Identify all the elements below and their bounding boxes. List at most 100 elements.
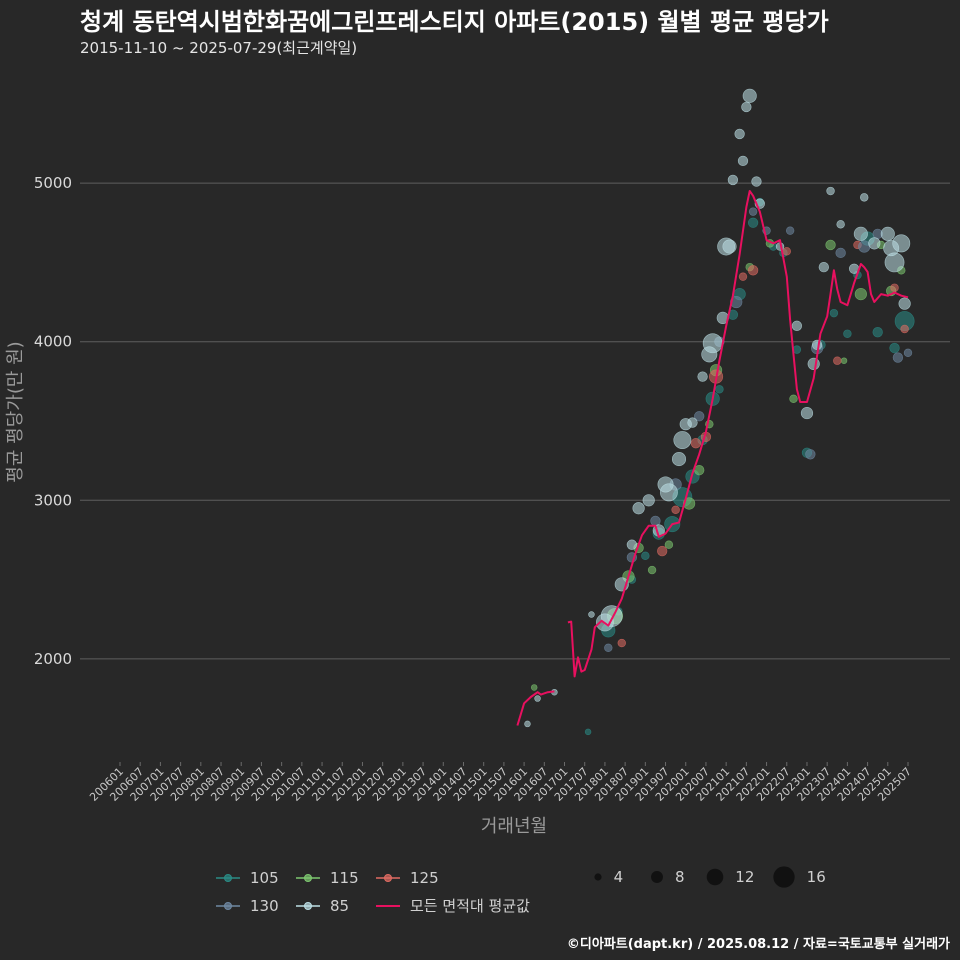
data-point bbox=[741, 101, 752, 113]
data-point bbox=[617, 638, 626, 648]
data-point bbox=[738, 272, 748, 281]
average-line-group bbox=[516, 190, 909, 726]
data-point bbox=[840, 357, 848, 364]
data-point bbox=[889, 342, 900, 354]
data-point bbox=[632, 502, 645, 515]
y-axis-title: 평균 평당가(만 원) bbox=[5, 341, 26, 482]
data-point bbox=[722, 239, 737, 254]
data-point bbox=[811, 339, 823, 351]
legend-swatch-point bbox=[304, 902, 312, 910]
data-point bbox=[782, 247, 791, 256]
data-point bbox=[524, 720, 531, 728]
size-legend-circle bbox=[651, 871, 663, 883]
data-point bbox=[836, 220, 845, 229]
legend-label: 모든 면적대 평균값 bbox=[410, 897, 530, 915]
average-line bbox=[567, 190, 909, 678]
data-point bbox=[747, 217, 759, 228]
data-point bbox=[673, 431, 692, 449]
data-point bbox=[694, 411, 705, 422]
legend-swatch-point bbox=[224, 902, 232, 910]
data-point bbox=[687, 417, 698, 428]
legend-label: 130 bbox=[250, 897, 279, 915]
caption: ©디아파트(dapt.kr) / 2025.08.12 / 자료=국토교통부 실… bbox=[567, 936, 950, 952]
data-point bbox=[805, 449, 816, 460]
data-point bbox=[791, 320, 803, 331]
data-point bbox=[642, 494, 655, 507]
data-point bbox=[664, 540, 674, 549]
data-point bbox=[657, 545, 668, 557]
legend-label: 125 bbox=[410, 869, 439, 887]
data-points bbox=[524, 88, 915, 736]
y-tick-label: 2000 bbox=[34, 650, 72, 668]
average-line bbox=[516, 690, 555, 726]
size-legend-circle bbox=[773, 866, 795, 888]
legend-swatch-point bbox=[384, 874, 392, 882]
data-point bbox=[892, 352, 904, 363]
data-point bbox=[751, 176, 762, 187]
data-point bbox=[900, 324, 909, 334]
data-point bbox=[818, 262, 829, 273]
data-point bbox=[884, 252, 905, 273]
data-point bbox=[641, 551, 650, 561]
legend-label: 115 bbox=[330, 869, 359, 887]
size-legend-circle bbox=[706, 868, 724, 886]
legend-label: 105 bbox=[250, 869, 279, 887]
data-point bbox=[690, 438, 701, 449]
chart-subtitle: 2015-11-10 ~ 2025-07-29(최근계약일) bbox=[80, 39, 357, 57]
data-point bbox=[785, 226, 795, 235]
y-tick-label: 3000 bbox=[34, 491, 72, 509]
data-point bbox=[903, 348, 913, 357]
size-legend-circle bbox=[594, 873, 602, 881]
data-point bbox=[730, 295, 743, 309]
data-point bbox=[860, 193, 869, 202]
data-point bbox=[534, 695, 541, 702]
data-point bbox=[584, 728, 592, 736]
data-point bbox=[734, 128, 745, 140]
data-point bbox=[747, 265, 759, 276]
x-axis-title: 거래년월 bbox=[481, 816, 547, 837]
data-point bbox=[702, 333, 723, 354]
data-point bbox=[872, 327, 883, 338]
legend-label: 85 bbox=[330, 897, 349, 915]
data-point bbox=[742, 88, 757, 103]
size-legend-label: 12 bbox=[735, 868, 754, 886]
data-point bbox=[715, 385, 724, 394]
data-point bbox=[647, 565, 657, 575]
legend-swatch-point bbox=[304, 874, 312, 882]
size-legend-label: 8 bbox=[675, 868, 685, 886]
data-point bbox=[697, 371, 708, 382]
legend-swatch-point bbox=[224, 874, 232, 882]
data-point bbox=[671, 452, 687, 467]
data-point bbox=[789, 394, 798, 403]
data-point bbox=[671, 505, 680, 515]
data-point bbox=[853, 226, 868, 241]
data-point bbox=[858, 240, 871, 253]
data-point bbox=[890, 283, 899, 292]
data-point bbox=[826, 186, 835, 196]
chart-title: 청계 동탄역시범한화꿈에그린프레스티지 아파트(2015) 월별 평균 평당가 bbox=[80, 8, 829, 36]
y-tick-label: 5000 bbox=[34, 174, 72, 192]
data-point bbox=[829, 308, 839, 318]
size-legend-label: 16 bbox=[807, 868, 826, 886]
size-legend-label: 4 bbox=[614, 868, 624, 886]
y-tick-label: 4000 bbox=[34, 333, 72, 351]
data-point bbox=[588, 611, 595, 618]
data-point bbox=[835, 247, 846, 259]
data-point bbox=[659, 483, 678, 502]
data-point bbox=[833, 356, 842, 365]
data-point bbox=[604, 643, 613, 653]
data-point bbox=[898, 297, 911, 310]
data-point bbox=[727, 174, 739, 186]
data-point bbox=[854, 288, 867, 301]
data-point bbox=[737, 155, 749, 167]
gridlines bbox=[80, 182, 950, 660]
y-tick-labels: 2000 3000 4000 5000 bbox=[34, 174, 72, 668]
data-point bbox=[650, 515, 661, 527]
data-point bbox=[825, 239, 836, 251]
data-point bbox=[807, 357, 820, 371]
data-point bbox=[868, 237, 881, 250]
data-point bbox=[748, 207, 758, 216]
data-point bbox=[843, 329, 852, 338]
x-tick-labels: 2006012006072007012007072008012008072009… bbox=[87, 762, 914, 804]
